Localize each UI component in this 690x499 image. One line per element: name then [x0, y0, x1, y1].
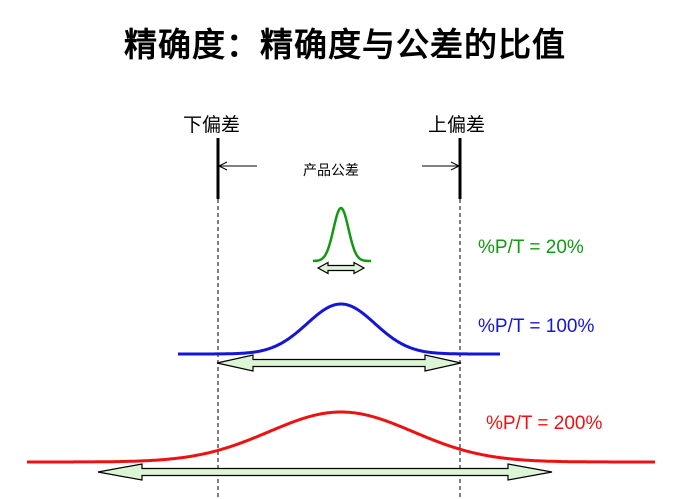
lower-spec-label: 下偏差 — [183, 114, 241, 136]
spread-arrow-200 — [97, 463, 553, 481]
tolerance-arrow-right — [422, 161, 461, 171]
page-title: 精确度：精确度与公差的比值 — [124, 25, 566, 64]
tolerance-label: 产品公差 — [303, 163, 359, 179]
tolerance-arrow-left — [217, 161, 257, 171]
spread-arrow-20 — [316, 261, 366, 275]
distribution-curve-100 — [178, 302, 500, 356]
upper-spec-label: 上偏差 — [428, 114, 486, 136]
distribution-curve-200 — [27, 410, 655, 464]
ratio-label-100: %P/T = 100% — [478, 316, 595, 337]
ratio-label-20: %P/T = 20% — [478, 237, 584, 258]
spread-arrow-100 — [216, 354, 462, 372]
distribution-curve-20 — [312, 206, 371, 263]
ratio-label-200: %P/T = 200% — [486, 413, 603, 434]
